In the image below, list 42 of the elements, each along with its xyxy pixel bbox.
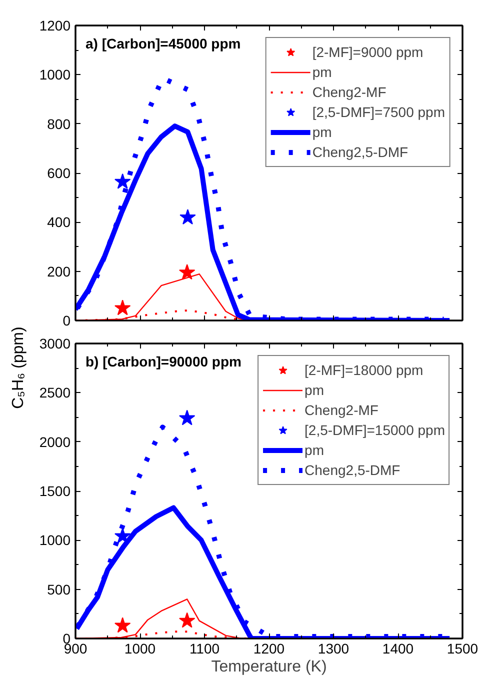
legend-label: Cheng2,5-DMF [312,143,408,161]
legend-label: [2,5-DMF]=15000 ppm [304,421,445,439]
text: b) [Carbon]=90000 ppm [86,354,242,370]
legend-label: Cheng2-MF [304,401,378,419]
point [114,173,131,189]
y-axis-title: C₅H₆ (ppm) [10,326,27,409]
x-tick-label: 1500 [446,640,478,656]
y-tick-label: 500 [47,581,71,598]
y-tick-label: 600 [47,165,71,181]
y-tick-label: 3000 [39,336,71,352]
y-tick-label: 1500 [39,483,71,499]
y-tick-label: 200 [47,263,71,280]
point [178,612,196,628]
y-tick-label: 2000 [39,434,71,450]
y-tick-label: 1000 [39,66,71,83]
x-axis-title: Temperature (K) [211,658,327,676]
legend-label: pm [312,123,332,141]
legend-label: Cheng2-MF [312,83,386,101]
legend-label: pm [312,63,332,81]
y-tick-label: 2500 [39,384,71,401]
y-tick-label: 800 [47,116,71,132]
x-tick-label: 1400 [382,640,414,656]
legend-label: pm [304,441,325,459]
x-tick-label: 1200 [253,640,285,656]
x-tick-label: 1000 [124,640,156,656]
legend-label: [2-MF]=18000 ppm [304,361,424,379]
x-tick-label: 1100 [189,640,220,656]
point [114,617,131,633]
text: a) [Carbon]=45000 ppm [86,36,241,52]
y-tick-label: 400 [47,214,71,230]
point [114,300,131,316]
legend-label: [2-MF]=9000 ppm [312,43,424,61]
legend-label: [2,5-DMF]=7500 ppm [312,103,445,121]
y-tick-label: 0 [62,312,71,328]
legend-label: pm [304,381,325,399]
x-tick-label: 1300 [318,640,350,656]
point [178,264,196,280]
legend-label: Cheng2,5-DMF [304,461,400,479]
point [180,208,196,224]
point [178,410,196,426]
y-tick-label: 1000 [39,532,71,548]
y-tick-label: 1200 [39,18,71,34]
